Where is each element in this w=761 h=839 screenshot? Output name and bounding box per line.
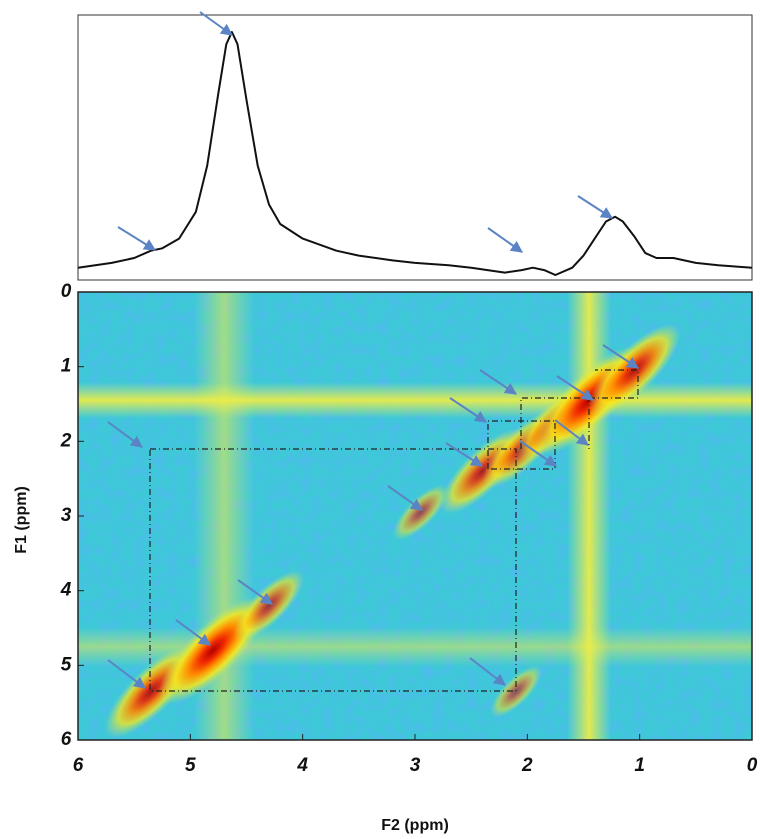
arrow bbox=[487, 227, 523, 253]
heatmap bbox=[78, 292, 752, 740]
y-tick-label: 4 bbox=[60, 580, 72, 601]
dashed-box bbox=[149, 448, 517, 692]
arrow bbox=[445, 442, 484, 467]
arrow bbox=[117, 226, 157, 251]
arrow bbox=[602, 344, 640, 369]
x-tick-label: 3 bbox=[410, 755, 421, 776]
y-tick-label: 1 bbox=[61, 356, 72, 377]
y-tick-label: 2 bbox=[60, 430, 72, 451]
x-tick-label: 6 bbox=[73, 755, 84, 776]
spectrum-line bbox=[77, 31, 753, 276]
ridge-horizontal bbox=[78, 382, 752, 419]
dashed-box bbox=[487, 420, 556, 470]
connections bbox=[149, 369, 639, 692]
x-tick-label: 1 bbox=[634, 755, 645, 776]
y-tick-label: 0 bbox=[61, 281, 72, 302]
arrow bbox=[556, 375, 594, 401]
x-tick-label: 5 bbox=[185, 755, 196, 776]
arrow bbox=[519, 440, 557, 467]
arrow bbox=[107, 421, 143, 448]
cross-peak bbox=[392, 484, 449, 541]
cross-peak bbox=[233, 570, 305, 641]
y-tick-label: 5 bbox=[61, 654, 72, 675]
arrow bbox=[175, 619, 211, 646]
x-tick-label: 4 bbox=[296, 755, 308, 776]
cross-peak bbox=[490, 665, 543, 718]
arrows bbox=[107, 11, 640, 689]
y-axis-label: F1 (ppm) bbox=[13, 486, 30, 554]
y-tick-label: 3 bbox=[61, 505, 72, 526]
arrow bbox=[469, 657, 506, 686]
arrow bbox=[554, 419, 589, 446]
y-tick-label: 6 bbox=[61, 729, 72, 750]
arrow bbox=[199, 11, 233, 36]
dashed-box bbox=[520, 397, 590, 449]
arrow bbox=[577, 195, 614, 219]
arrow bbox=[107, 659, 146, 689]
spectrum-frame bbox=[77, 14, 753, 281]
x-axis-label: F2 (ppm) bbox=[381, 817, 449, 834]
arrow bbox=[449, 397, 487, 423]
x-tick-label: 2 bbox=[521, 755, 533, 776]
arrow bbox=[479, 369, 517, 395]
x-tick-label: 0 bbox=[747, 755, 758, 776]
arrow bbox=[387, 485, 423, 511]
arrow bbox=[237, 579, 273, 605]
